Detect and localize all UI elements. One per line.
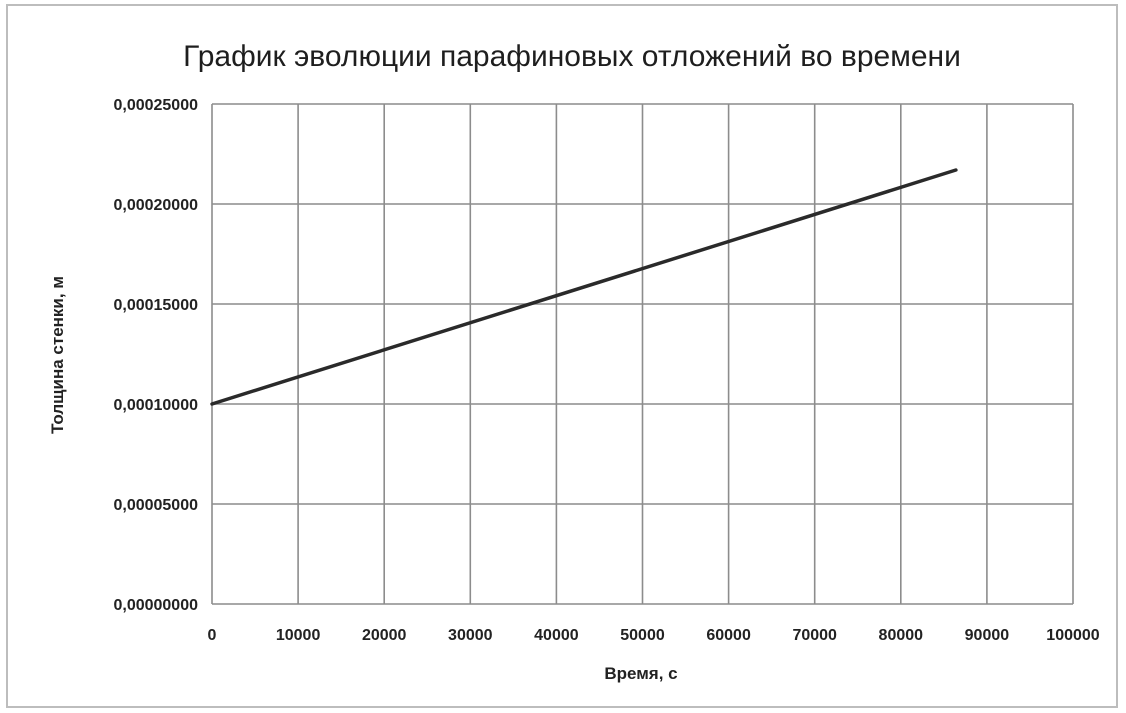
x-tick-label: 0 [208,627,217,644]
series-layer [210,168,958,406]
y-tick-label: 0,00000000 [113,597,198,614]
x-tick-label: 90000 [965,627,1010,644]
x-tick-label: 50000 [620,627,665,644]
series-line [210,168,958,406]
x-tick-label: 100000 [1046,627,1099,644]
y-axis-label: Толщина стенки, м [48,276,67,434]
x-tick-label: 20000 [362,627,407,644]
x-tick-label: 40000 [534,627,579,644]
x-tick-label: 80000 [879,627,924,644]
y-tick-label: 0,00020000 [113,197,198,214]
x-tick-label: 10000 [276,627,321,644]
y-tick-label: 0,00015000 [113,297,198,314]
y-tick-label: 0,00005000 [113,497,198,514]
x-axis-label: Время, с [604,664,677,683]
x-tick-label: 60000 [706,627,751,644]
y-tick-label: 0,00025000 [113,97,198,114]
y-axis-tick-labels: 0,00000000 0,00005000 0,00010000 0,00015000… [113,97,198,614]
x-tick-label: 30000 [448,627,493,644]
x-axis-tick-labels: 0 10000 20000 30000 40000 50000 60000 70000 8000… [208,627,1100,644]
x-tick-label: 70000 [792,627,837,644]
grid-lines [211,103,1074,605]
chart-title: График эволюции парафиновых отложений во… [183,40,961,73]
y-tick-label: 0,00010000 [113,397,198,414]
chart-frame [6,4,1118,708]
